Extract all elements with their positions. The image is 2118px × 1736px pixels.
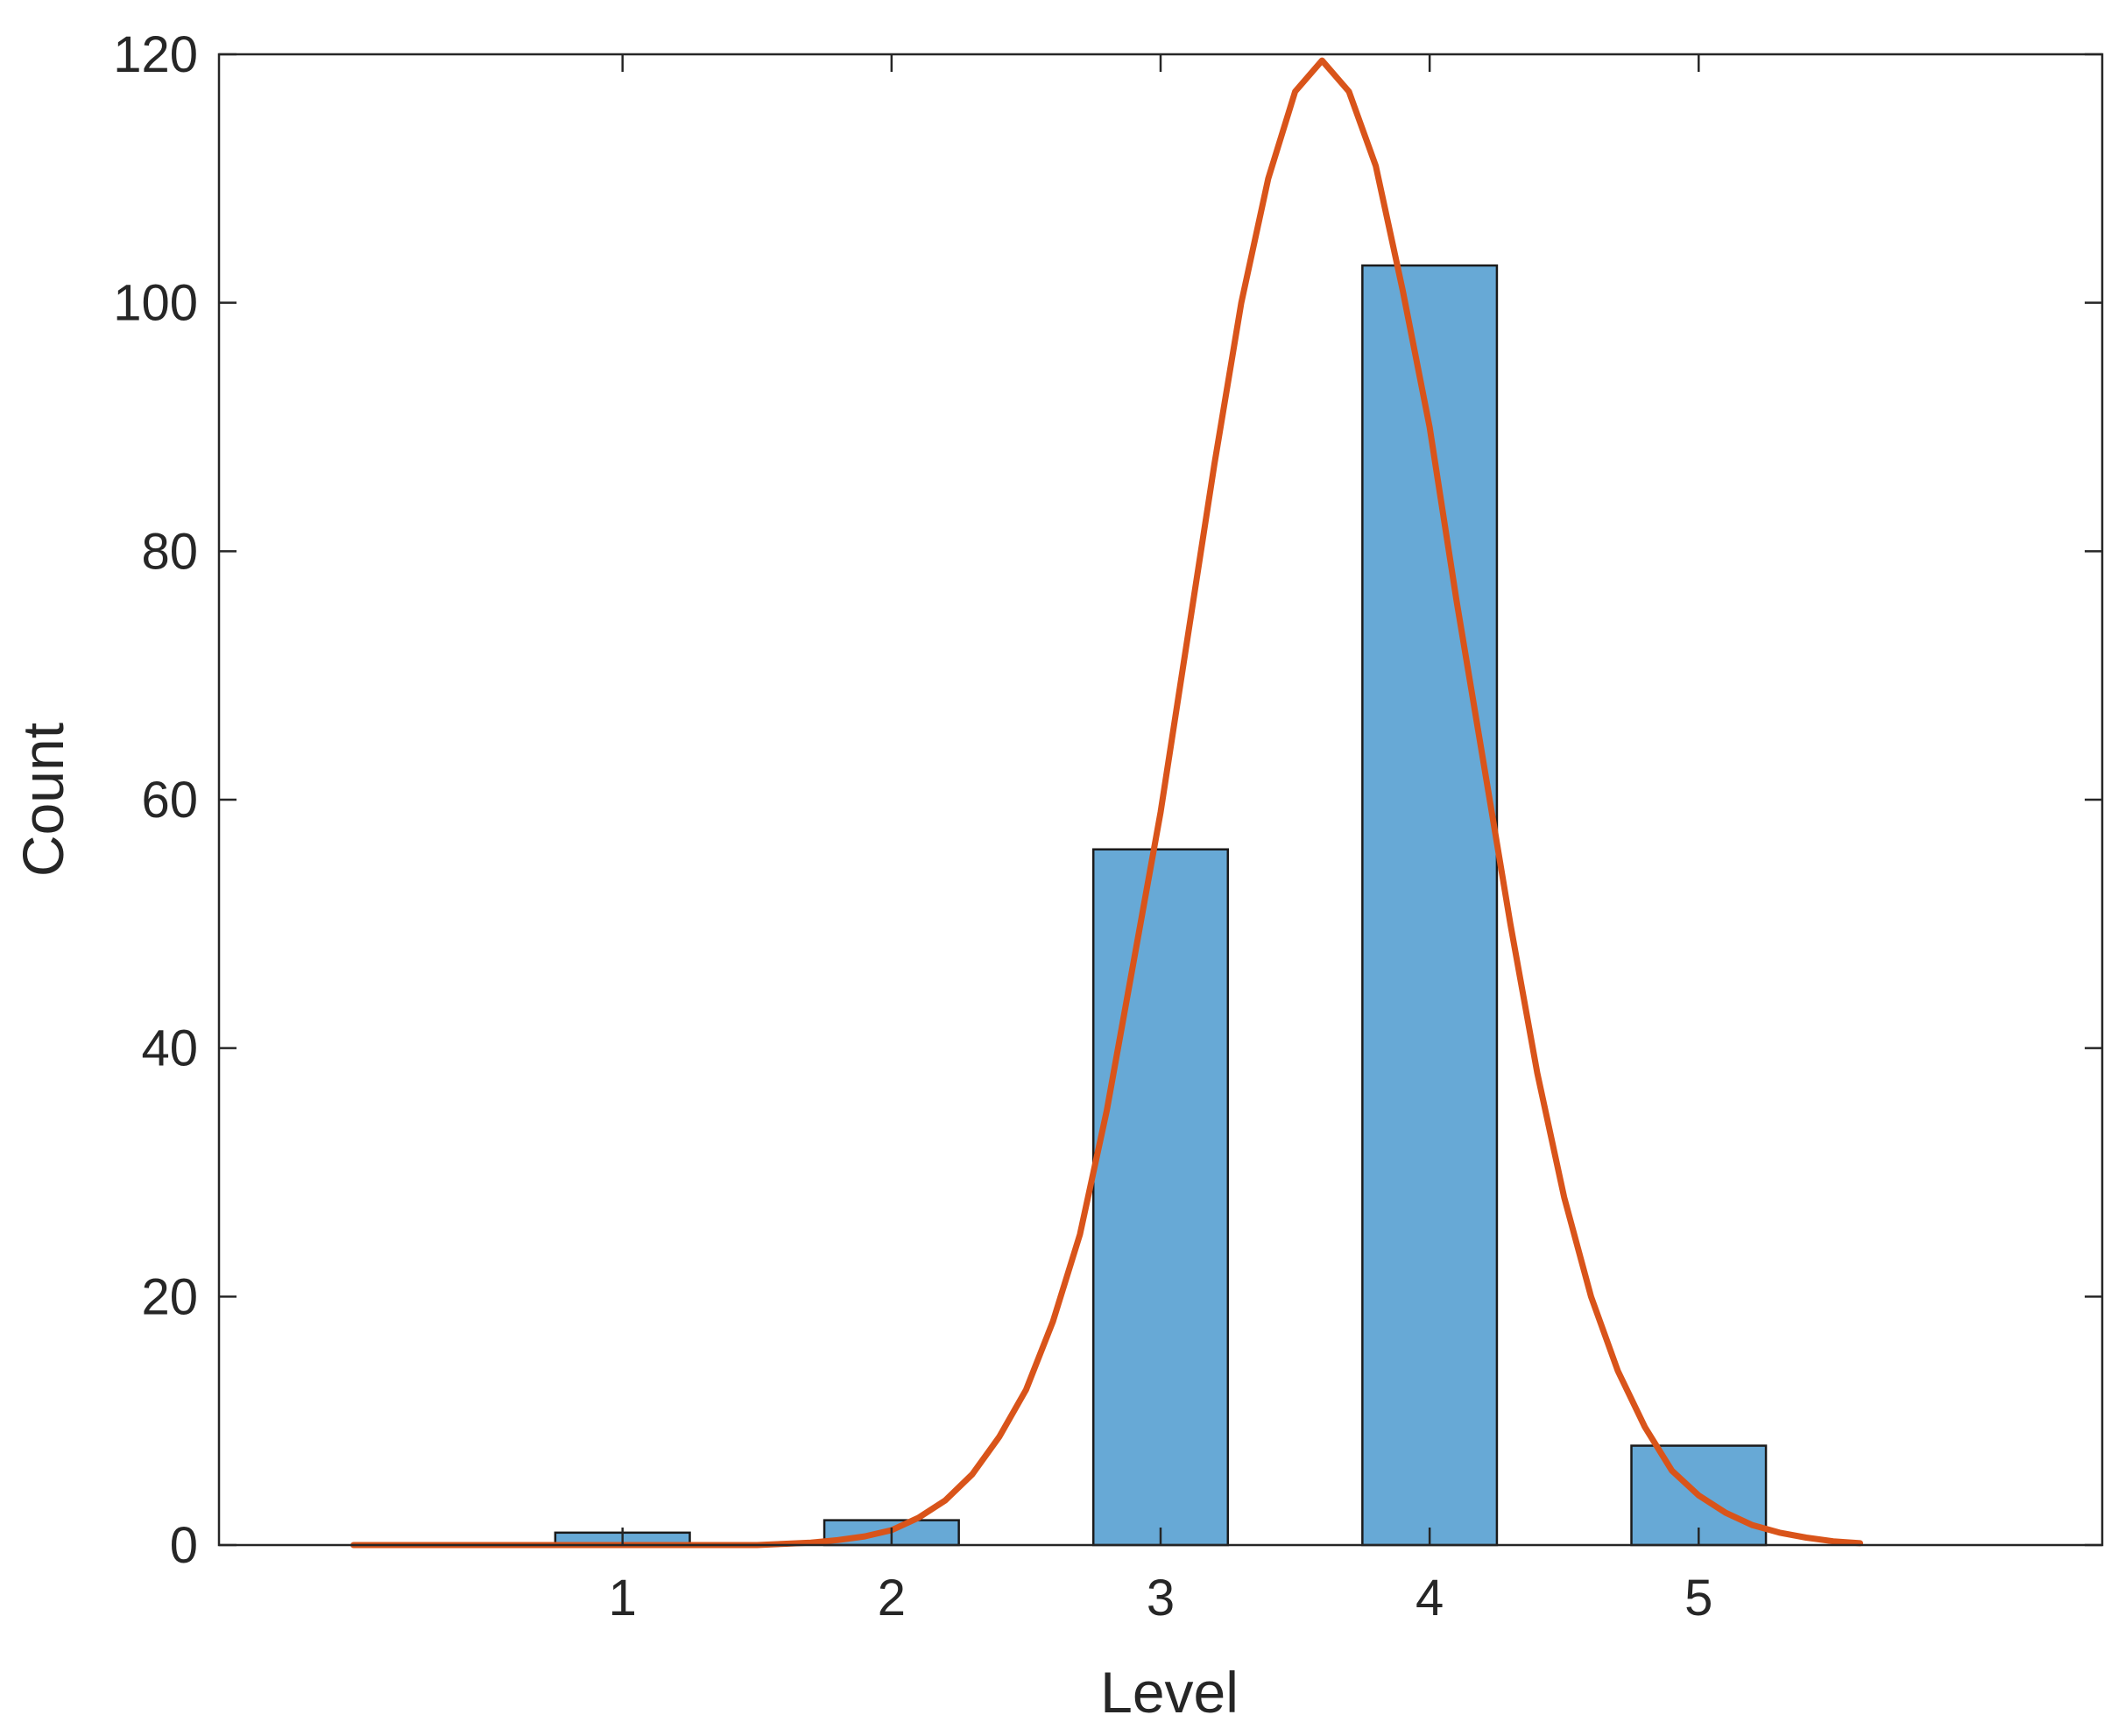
bar-level-4: [1361, 264, 1499, 1547]
ticks-group: 1 2 3 4 5 0 20 40 60 80 100 120: [113, 26, 2102, 1627]
y-tick-label: 80: [141, 523, 198, 580]
y-tick-label: 60: [141, 772, 198, 829]
y-tick-label: 20: [141, 1268, 198, 1325]
y-tick-label: 120: [113, 26, 198, 83]
x-tick-label: 4: [1416, 1570, 1444, 1627]
y-tick-label: 100: [113, 275, 198, 332]
x-tick-label: 2: [878, 1570, 906, 1627]
x-axis-label: Level: [1100, 1660, 1239, 1725]
y-tick-label: 0: [170, 1517, 198, 1574]
x-tick-label: 5: [1684, 1570, 1712, 1627]
x-tick-label: 3: [1147, 1570, 1175, 1627]
bars-group: [554, 264, 1768, 1547]
y-tick-label: 40: [141, 1020, 198, 1077]
bar-level-3: [1091, 848, 1230, 1547]
axes-box: [217, 53, 2104, 1547]
x-tick-label: 1: [609, 1570, 637, 1627]
y-axis-label: Count: [11, 723, 75, 877]
